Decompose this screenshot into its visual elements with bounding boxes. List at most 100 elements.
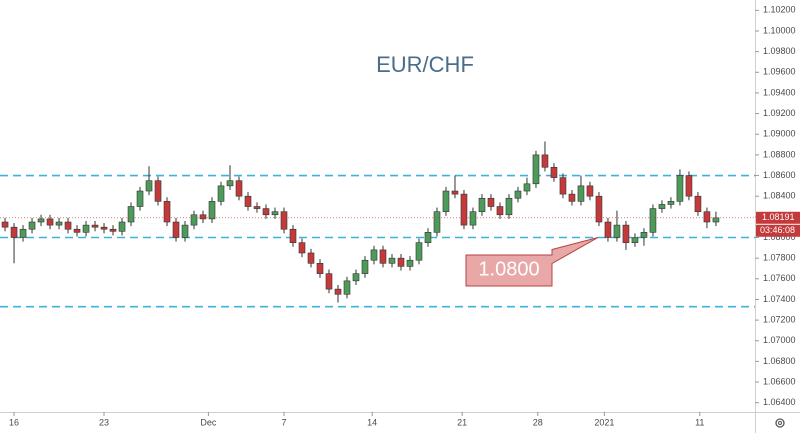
candle-body — [370, 249, 378, 261]
candle-body — [487, 197, 495, 207]
candle-body — [415, 242, 423, 261]
x-tick-label: 7 — [281, 417, 286, 427]
candle-body — [658, 204, 666, 209]
y-tick-label: 1.08400 — [763, 191, 796, 201]
candle-body — [559, 177, 567, 195]
candle-body — [325, 273, 333, 290]
candle-body — [604, 221, 612, 238]
candle-body — [352, 273, 360, 282]
y-tick-label: 1.07800 — [763, 253, 796, 263]
candle-body — [577, 185, 585, 202]
candle-body — [262, 208, 270, 216]
candle-body — [55, 221, 63, 226]
x-tick-label: Dec — [200, 417, 217, 427]
price-tag-label: 1.08191 — [762, 212, 795, 222]
candle-body — [667, 201, 675, 205]
candle-body — [190, 214, 198, 226]
y-tick-label: 1.06600 — [763, 376, 796, 386]
candle-body — [19, 228, 27, 238]
x-tick-label: 11 — [695, 417, 704, 427]
candle-body — [622, 224, 630, 243]
candle-body — [64, 221, 72, 230]
y-tick-label: 1.06800 — [763, 356, 796, 366]
y-tick-label: 1.09600 — [763, 67, 796, 77]
candle-body — [181, 224, 189, 238]
candle-body — [649, 208, 657, 233]
callout-text: 1.0800 — [478, 258, 539, 280]
y-tick-label: 1.10000 — [763, 25, 796, 35]
candle-body — [154, 180, 162, 202]
candle-body — [694, 195, 702, 212]
y-tick-label: 1.08800 — [763, 149, 796, 159]
candle-body — [136, 190, 144, 207]
y-tick-label: 1.07000 — [763, 335, 796, 345]
candle-body — [109, 228, 117, 232]
settings-icon[interactable] — [775, 418, 785, 428]
candle-body — [685, 175, 693, 197]
candle-body — [442, 190, 450, 212]
candle-body — [298, 242, 306, 254]
candle-body — [91, 224, 99, 228]
candle-body — [541, 154, 549, 168]
candle-body — [631, 237, 639, 243]
candle-body — [253, 206, 261, 209]
candle-body — [163, 201, 171, 223]
candle-body — [406, 259, 414, 267]
candle-body — [127, 206, 135, 223]
candle-body — [388, 257, 396, 264]
y-tick-label: 1.07400 — [763, 294, 796, 304]
candle-body — [145, 180, 153, 192]
candle-body — [289, 228, 297, 243]
candle-body — [586, 185, 594, 197]
callout-box — [465, 237, 599, 287]
candle-body — [10, 226, 18, 238]
candle-body — [271, 211, 279, 216]
candle-body — [523, 183, 531, 192]
candle-body — [343, 280, 351, 295]
candle-body — [532, 154, 540, 185]
y-tick-label: 1.06400 — [763, 397, 796, 407]
candle-body — [208, 201, 216, 220]
candle-body — [307, 252, 315, 264]
x-tick-label: 2021 — [594, 417, 614, 427]
candle-body — [199, 214, 207, 220]
x-tick-label: 28 — [533, 417, 543, 427]
y-tick-label: 1.10200 — [763, 5, 796, 15]
candle-body — [334, 288, 342, 295]
candle-body — [433, 211, 441, 233]
candle-body — [37, 218, 45, 223]
candle-body — [505, 197, 513, 216]
gear-center — [778, 421, 782, 425]
countdown-tag — [756, 224, 800, 237]
candle-body — [226, 180, 234, 187]
candle-body — [172, 221, 180, 238]
y-tick-label: 1.09400 — [763, 87, 796, 97]
y-tick-label: 1.09800 — [763, 46, 796, 56]
candle-body — [712, 217, 720, 223]
candle-body — [280, 211, 288, 230]
countdown-label: 03:46:08 — [760, 225, 795, 235]
candle-body — [1, 221, 9, 228]
candle-body — [640, 232, 648, 238]
candle-body — [46, 218, 54, 226]
candle-body — [397, 257, 405, 267]
y-tick-label: 1.08000 — [763, 232, 796, 242]
candle-body — [379, 249, 387, 264]
candle-body — [550, 166, 558, 178]
price-tag — [756, 211, 800, 224]
chart-title: EUR/CHF — [376, 52, 474, 77]
candle-body — [361, 259, 369, 274]
y-tick-label: 1.09200 — [763, 108, 796, 118]
candle-body — [496, 206, 504, 216]
candle-body — [703, 211, 711, 223]
x-tick-label: 21 — [457, 417, 467, 427]
candle-body — [118, 221, 126, 232]
candle-body — [217, 185, 225, 202]
y-tick-label: 1.08600 — [763, 170, 796, 180]
x-tick-label: 23 — [99, 417, 109, 427]
candle-body — [613, 224, 621, 238]
y-tick-label: 1.07600 — [763, 273, 796, 283]
candle-body — [73, 228, 81, 233]
